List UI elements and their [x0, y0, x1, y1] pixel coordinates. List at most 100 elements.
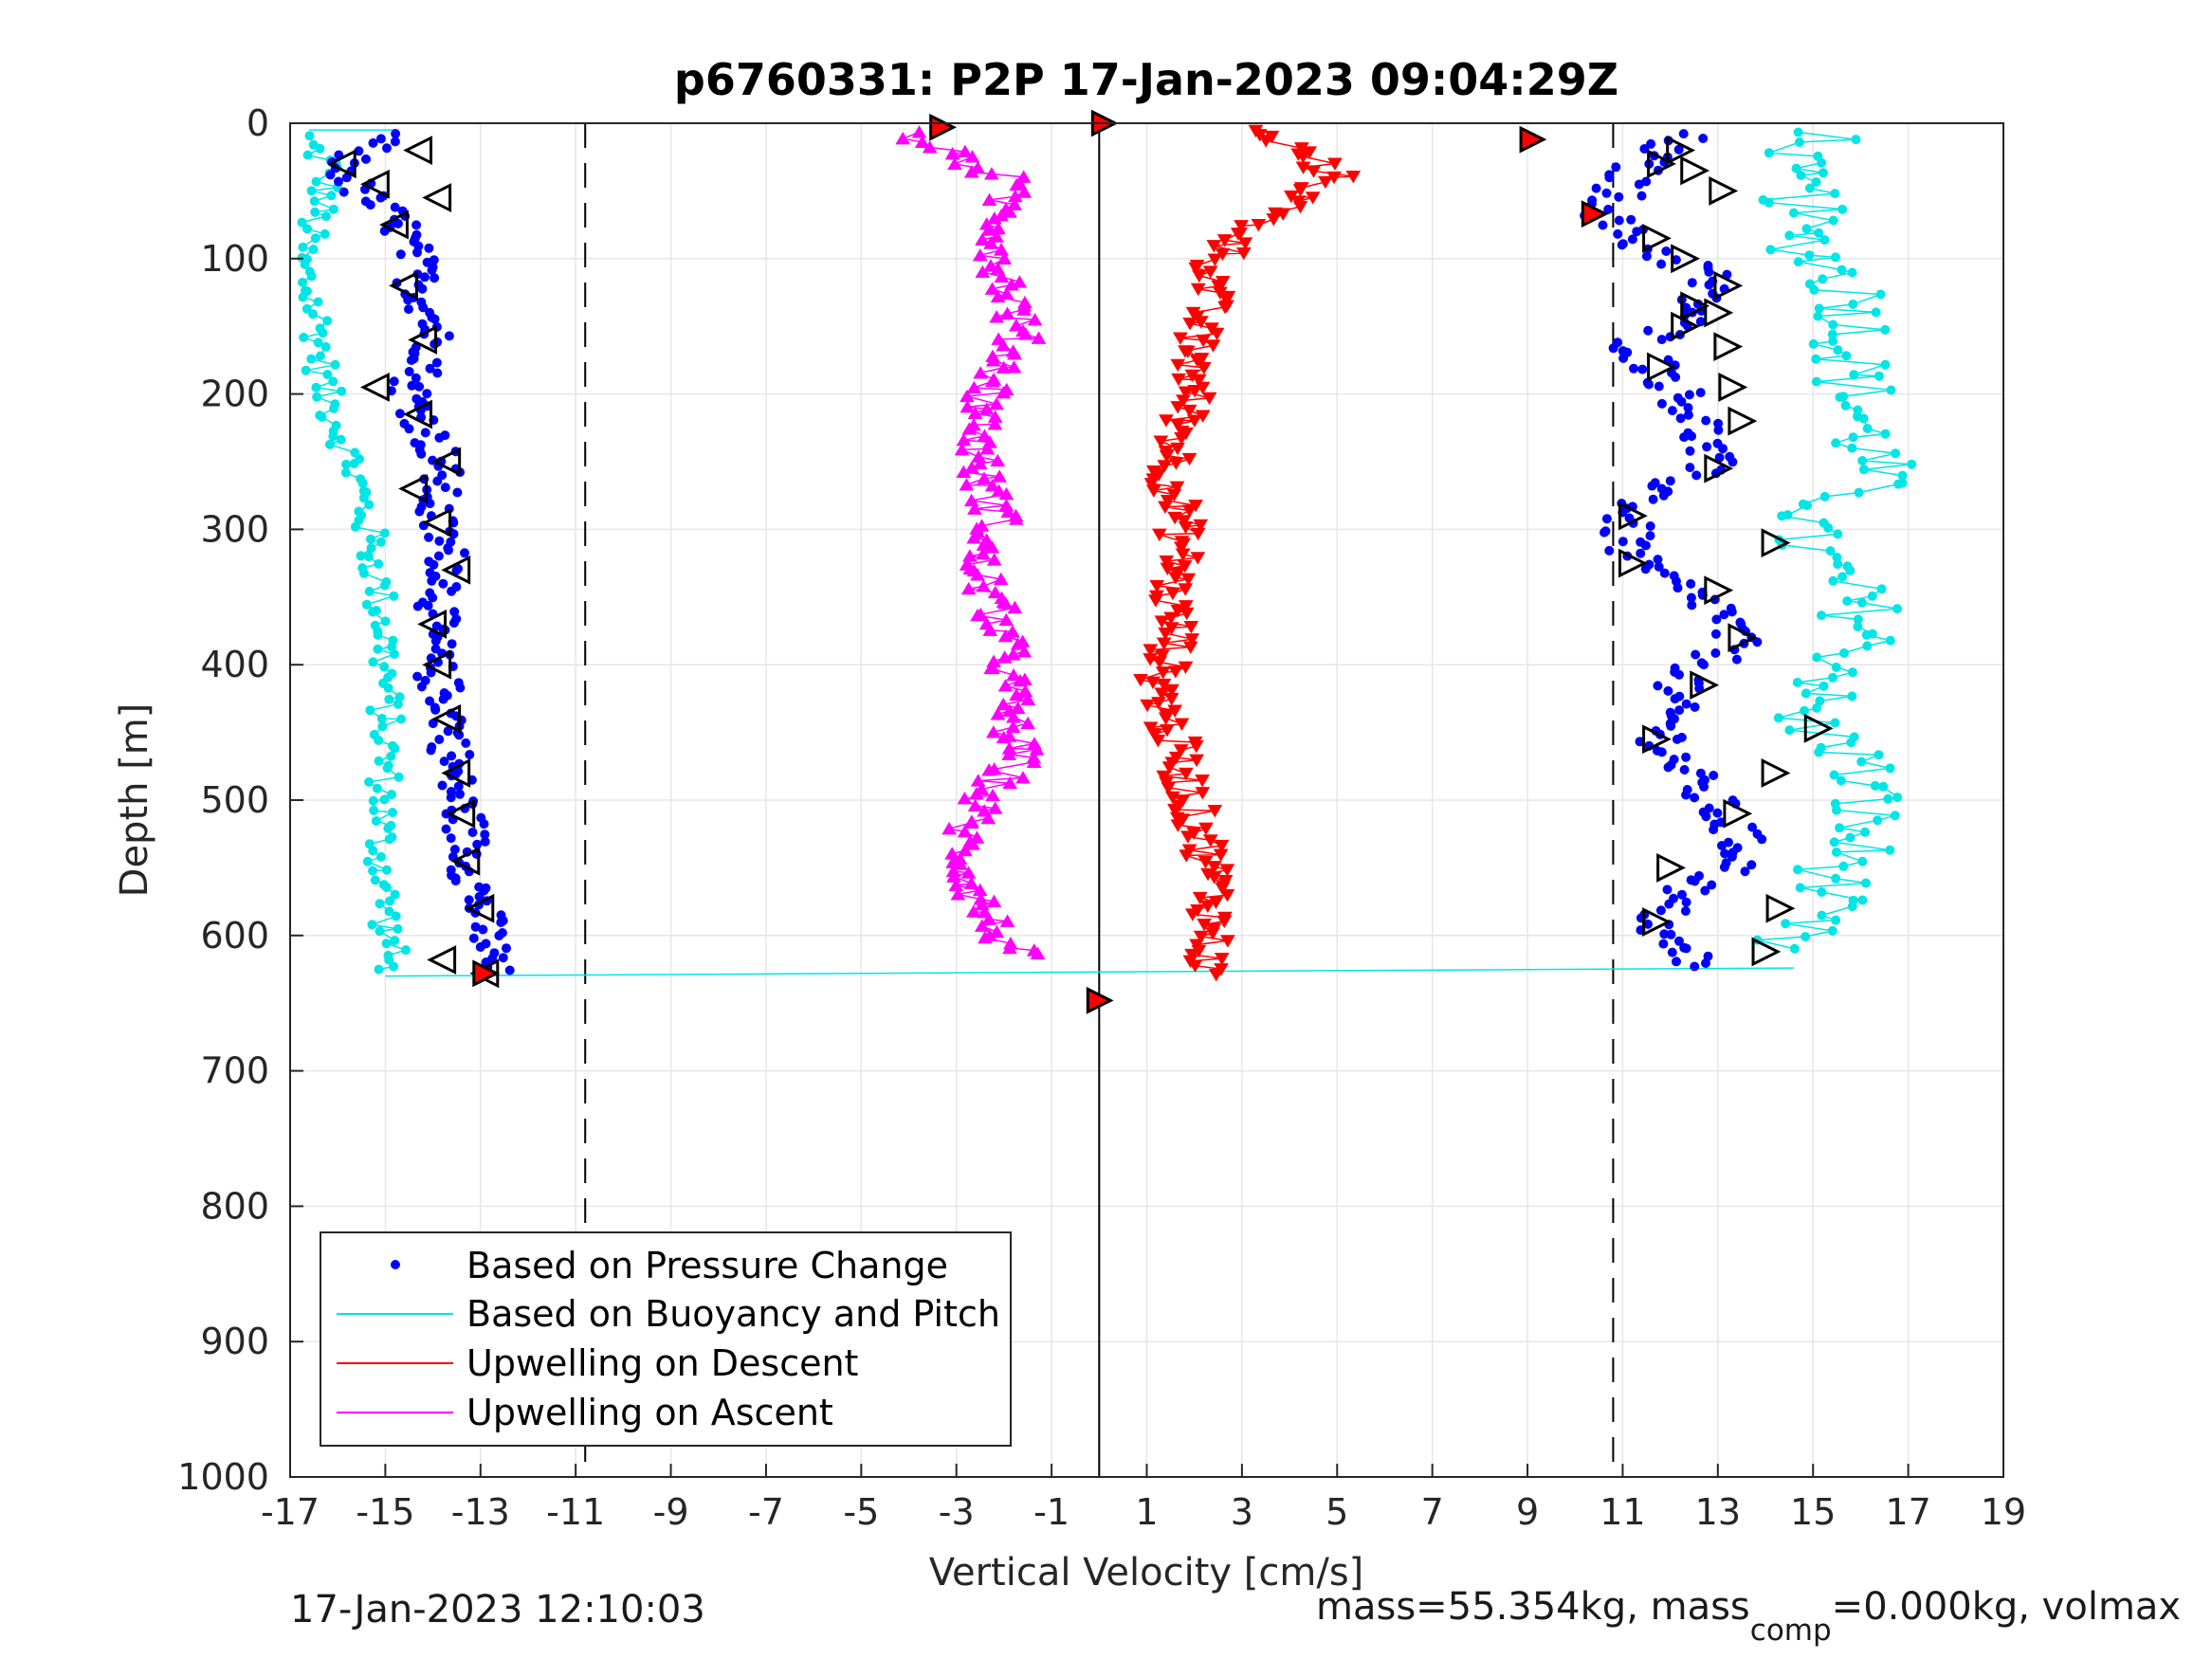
- upwelling-ascent-point: [996, 338, 1011, 352]
- pressure-point: [1648, 494, 1658, 504]
- upwelling-ascent-point: [957, 792, 973, 805]
- pressure-point: [1661, 246, 1672, 256]
- pressure-point: [444, 331, 454, 341]
- upwelling-descent-point: [1140, 699, 1155, 713]
- buoyancy-point: [394, 692, 405, 702]
- buoyancy-point: [1828, 319, 1838, 330]
- upwelling-descent-point: [1143, 721, 1159, 735]
- buoyancy-point: [1837, 264, 1847, 275]
- pressure-point: [412, 671, 423, 682]
- buoyancy-point: [393, 699, 403, 709]
- pressure-point: [438, 694, 448, 704]
- pressure-point: [427, 265, 437, 275]
- x-tick-label: 7: [1421, 1491, 1444, 1533]
- upwelling-descent-point: [1150, 734, 1166, 748]
- pressure-point: [1643, 919, 1653, 929]
- buoyancy-point: [389, 649, 399, 659]
- buoyancy-point: [1861, 878, 1871, 888]
- pressure-point: [404, 424, 414, 434]
- pressure-point: [1604, 173, 1615, 183]
- upwelling-ascent-point: [1012, 275, 1028, 288]
- upwelling-ascent-point: [985, 788, 1000, 802]
- pressure-point: [1591, 183, 1601, 193]
- upwelling-descent-point: [1182, 318, 1198, 331]
- descent-triangle-marker: [379, 210, 409, 240]
- buoyancy-point: [1833, 529, 1843, 539]
- ascent-triangle-marker: [1751, 937, 1782, 967]
- pressure-point: [420, 272, 430, 283]
- upwelling-descent-point: [1201, 392, 1217, 406]
- buoyancy-point: [367, 920, 377, 930]
- upwelling-descent-point: [1292, 200, 1308, 214]
- descent-triangle-marker: [422, 507, 452, 538]
- descent-triangle-marker: [389, 270, 418, 301]
- pressure-point: [1654, 381, 1664, 392]
- pressure-point: [460, 548, 469, 558]
- upwelling-descent-point: [1180, 830, 1196, 844]
- ascent-triangle-marker: [1647, 149, 1676, 179]
- pressure-point: [1675, 413, 1686, 424]
- pressure-point: [1645, 521, 1655, 531]
- y-tick-label: 0: [247, 102, 269, 144]
- pressure-point: [1679, 432, 1690, 443]
- upwelling-descent-point: [1327, 157, 1343, 171]
- buoyancy-point: [1832, 805, 1841, 815]
- pressure-point: [393, 218, 403, 228]
- upwelling-ascent-point: [984, 540, 1000, 554]
- descent-triangle-marker: [450, 846, 481, 876]
- pressure-point: [1687, 278, 1697, 288]
- pressure-point: [425, 363, 435, 374]
- buoyancy-point: [1858, 413, 1869, 424]
- descent-triangle-marker: [431, 447, 462, 477]
- pressure-point: [1695, 388, 1706, 398]
- pressure-point: [1709, 825, 1719, 835]
- buoyancy-point: [1829, 837, 1839, 848]
- pressure-point: [1611, 162, 1621, 173]
- pressure-point: [447, 586, 457, 596]
- pressure-point: [1601, 514, 1612, 524]
- x-tick-label: -15: [356, 1491, 414, 1533]
- pressure-point: [437, 780, 448, 791]
- upwelling-descent-point: [1178, 520, 1194, 535]
- buoyancy-point: [1831, 847, 1841, 857]
- buoyancy-point: [1886, 385, 1896, 395]
- pressure-point: [1691, 649, 1701, 660]
- pressure-point: [1712, 808, 1723, 818]
- upwelling-ascent-point: [1005, 647, 1021, 661]
- upwelling-ascent-point: [989, 310, 1005, 323]
- legend-label-pressure: Based on Pressure Change: [466, 1245, 948, 1286]
- upwelling-descent-point: [1202, 834, 1218, 848]
- buoyancy-point: [382, 763, 393, 774]
- pressure-point: [450, 876, 461, 886]
- upwelling-ascent-point: [1018, 327, 1033, 340]
- upwelling-ascent-point: [973, 366, 989, 379]
- ascent-triangle-marker: [1618, 501, 1648, 531]
- upwelling-descent-point: [1197, 918, 1212, 932]
- buoyancy-point: [390, 889, 400, 900]
- buoyancy-point: [298, 277, 308, 287]
- buoyancy-point: [311, 382, 321, 392]
- descent-triangle-marker: [465, 893, 495, 923]
- buoyancy-point: [1858, 465, 1869, 475]
- upwelling-ascent-point: [1015, 771, 1031, 784]
- buoyancy-point: [1836, 775, 1846, 786]
- upwelling-descent-point: [1216, 915, 1233, 929]
- buoyancy-point: [374, 964, 384, 975]
- buoyancy-point: [1857, 856, 1868, 866]
- upwelling-ascent-point: [1008, 319, 1024, 332]
- upwelling-descent-point: [1133, 673, 1148, 687]
- pressure-point: [1635, 737, 1645, 747]
- upwelling-ascent-point: [958, 843, 973, 857]
- pressure-point: [1670, 694, 1680, 704]
- buoyancy-point: [381, 939, 392, 949]
- pressure-point: [395, 249, 406, 260]
- upwelling-descent-point: [1192, 891, 1208, 905]
- upwelling-ascent-point: [997, 629, 1014, 643]
- upwelling-descent-point: [1230, 228, 1246, 241]
- buoyancy-point: [308, 309, 318, 319]
- buoyancy-point: [1784, 725, 1795, 736]
- pressure-point: [433, 551, 444, 561]
- upwelling-ascent-point: [1007, 600, 1023, 614]
- upwelling-ascent-point: [947, 156, 962, 171]
- upwelling-descent-point: [1143, 644, 1159, 657]
